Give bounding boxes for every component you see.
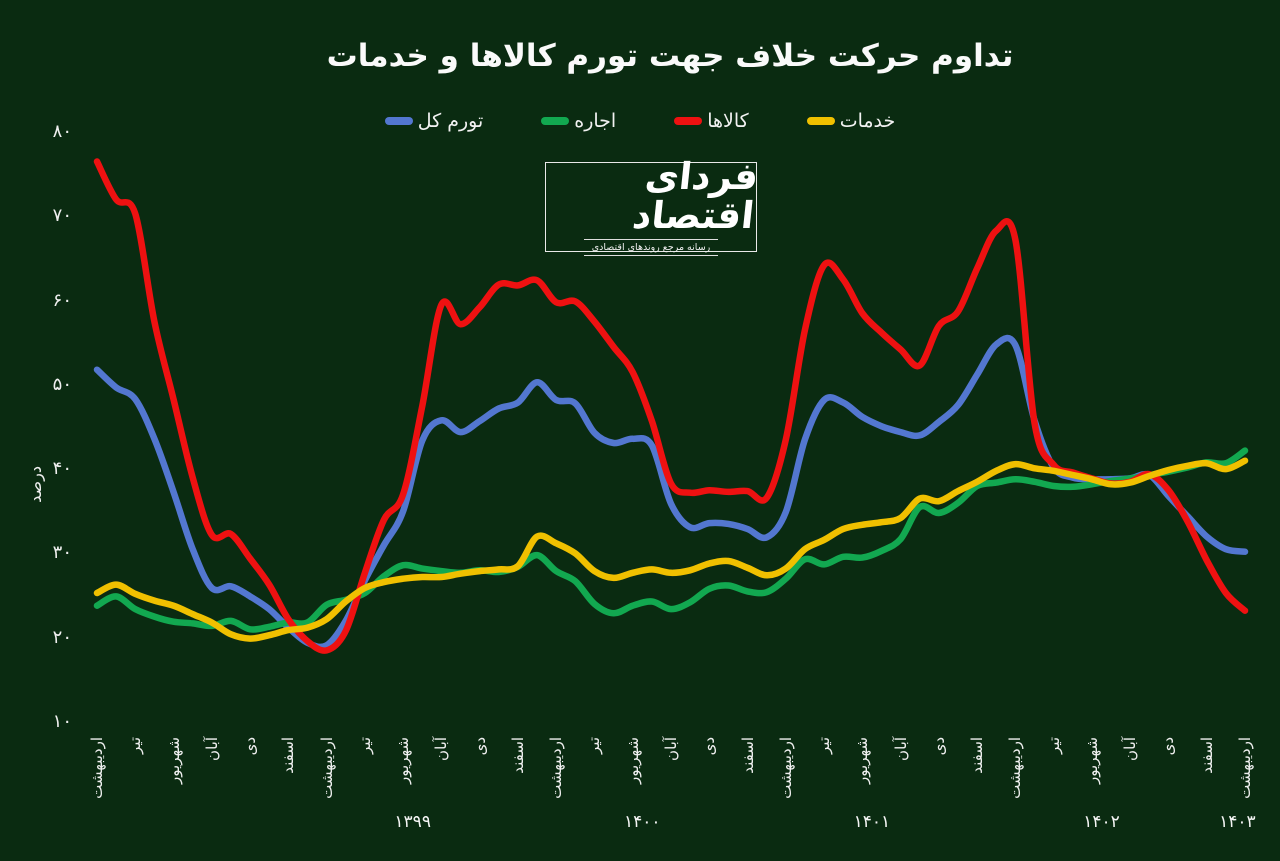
x-tick-22: اسفند — [508, 737, 527, 774]
legend-label-goods: کالاها — [707, 110, 749, 132]
y-tick-70: ۷۰ — [52, 205, 72, 227]
x-tick-32: دی — [700, 737, 719, 756]
x-tick-4: شهریور — [164, 737, 183, 784]
x-tick-50: تیر — [1044, 737, 1063, 754]
x-tick-2: تیر — [126, 737, 145, 754]
x-tick-42: آبان — [891, 737, 910, 761]
series-line-goods — [93, 158, 1249, 654]
legend-item-total-inflation: تورم کل — [384, 110, 484, 132]
year-label-۱۳۹۹: ۱۳۹۹ — [394, 812, 431, 832]
logo-tagline: رسانه مرجع روندهای اقتصادی — [583, 238, 719, 256]
x-tick-28: شهریور — [623, 737, 642, 784]
x-tick-46: اسفند — [968, 737, 987, 774]
legend-label-total-inflation: تورم کل — [417, 110, 484, 132]
x-tick-12: اردیبهشت — [317, 737, 336, 799]
x-tick-30: آبان — [662, 737, 680, 761]
y-tick-10: ۱۰ — [52, 711, 72, 732]
year-label-۱۴۰۳: ۱۴۰۳ — [1219, 812, 1256, 832]
x-tick-0: اردیبهشت — [88, 737, 106, 799]
x-tick-48: اردیبهشت — [1006, 737, 1025, 799]
x-tick-8: دی — [241, 737, 260, 756]
year-label-۱۴۰۰: ۱۴۰۰ — [624, 812, 661, 832]
legend-label-services: خدمات — [839, 110, 896, 132]
farda-eghtesad-logo: فردای اقتصاد رسانه مرجع روندهای اقتصادی — [545, 155, 760, 256]
x-tick-10: اسفند — [279, 737, 298, 774]
legend-line-swatch-goods — [674, 117, 703, 125]
series-line-total-inflation — [93, 334, 1249, 651]
x-tick-20: دی — [470, 737, 489, 756]
x-tick-26: تیر — [585, 737, 604, 754]
x-tick-44: دی — [929, 737, 948, 756]
x-tick-18: آبان — [432, 737, 451, 761]
legend-item-rent: اجاره — [541, 110, 616, 132]
x-tick-52: شهریور — [1082, 737, 1101, 784]
legend-line-swatch-total-inflation — [384, 117, 413, 125]
legend-line-swatch-services — [806, 117, 835, 125]
x-tick-14: تیر — [355, 737, 374, 754]
y-tick-60: ۶۰ — [52, 289, 72, 311]
x-tick-40: شهریور — [853, 737, 872, 784]
x-tick-6: آبان — [202, 737, 221, 761]
x-tick-38: تیر — [815, 737, 834, 754]
year-label-۱۴۰۱: ۱۴۰۱ — [853, 812, 891, 832]
year-label-۱۴۰۲: ۱۴۰۲ — [1083, 812, 1120, 832]
x-tick-56: دی — [1159, 737, 1178, 756]
x-tick-24: اردیبهشت — [547, 737, 566, 799]
legend-item-goods: کالاها — [674, 110, 749, 132]
y-tick-80: ۸۰ — [52, 121, 72, 142]
y-tick-20: ۲۰ — [52, 626, 72, 648]
y-tick-40: ۴۰ — [52, 458, 72, 480]
y-tick-30: ۳۰ — [52, 542, 72, 564]
x-tick-34: اسفند — [738, 737, 757, 774]
x-tick-58: اسفند — [1197, 737, 1216, 774]
chart-title: تداوم حرکت خلاف جهت تورم کالاها و خدمات — [326, 38, 1014, 74]
legend-item-services: خدمات — [806, 110, 896, 132]
legend-line-swatch-rent — [541, 117, 570, 125]
legend: تورم کل اجاره کالاها خدمات — [0, 110, 1280, 132]
x-tick-54: آبان — [1121, 737, 1140, 761]
x-tick-36: اردیبهشت — [776, 737, 795, 799]
legend-label-rent: اجاره — [574, 110, 617, 132]
series-line-services — [93, 457, 1249, 642]
y-tick-50: ۵۰ — [52, 373, 72, 395]
x-tick-16: شهریور — [394, 737, 413, 784]
x-tick-60: اردیبهشت — [1236, 737, 1254, 799]
